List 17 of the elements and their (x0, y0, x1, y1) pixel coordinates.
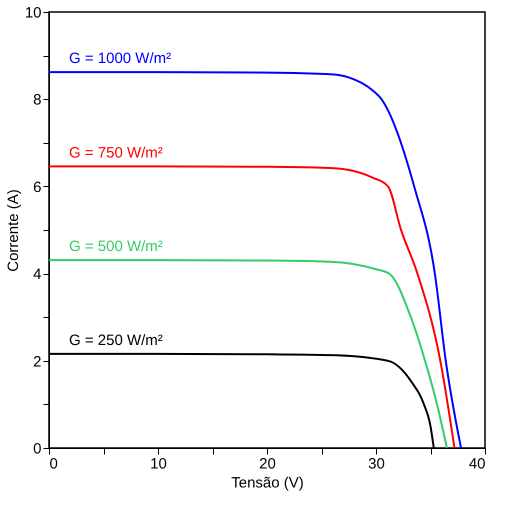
y-tick-label: 8 (33, 92, 42, 109)
x-tick-label: 20 (259, 456, 276, 472)
series-label: G = 750 W/m² (69, 144, 163, 162)
series-label: G = 1000 W/m² (69, 50, 172, 68)
y-tick-label: 6 (33, 178, 42, 196)
x-tick-label: 10 (150, 456, 167, 472)
y-tick-label: 10 (24, 4, 42, 22)
y-tick-label: 0 (33, 440, 42, 458)
x-tick-label: 40 (468, 456, 486, 472)
x-tick-label: 0 (50, 456, 58, 472)
series-label: G = 500 W/m² (69, 238, 163, 256)
y-tick-label: 4 (33, 266, 42, 284)
x-axis-title: Tensão (V) (231, 474, 304, 492)
x-tick-label: 30 (368, 456, 385, 472)
y-axis-title: Corrente (A) (4, 189, 22, 272)
y-tick-label: 2 (33, 353, 42, 370)
series-label: G = 250 W/m² (69, 332, 163, 349)
